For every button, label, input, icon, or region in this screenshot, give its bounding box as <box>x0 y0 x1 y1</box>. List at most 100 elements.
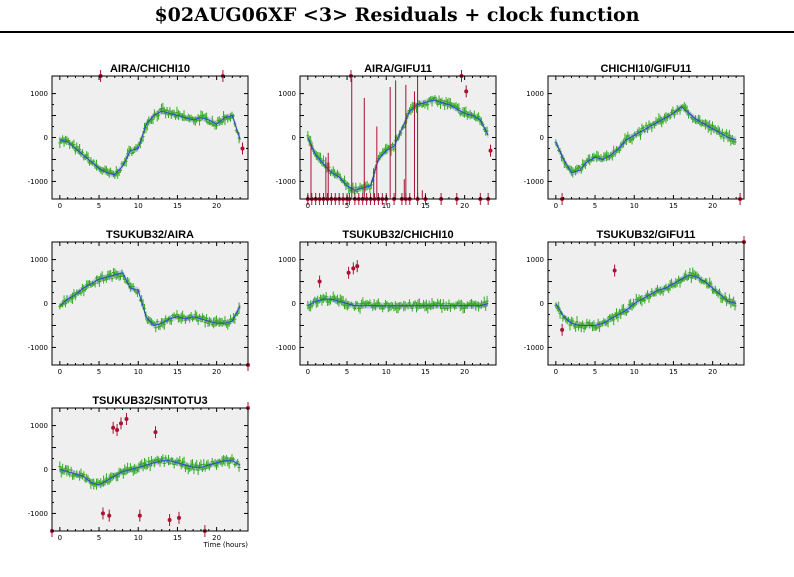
x-tick-label: 5 <box>345 368 349 376</box>
title-divider <box>0 31 794 33</box>
page-title: $02AUG06XF <3> Residuals + clock functio… <box>154 4 640 26</box>
x-tick-label: 15 <box>669 368 678 376</box>
chart-title: TSUKUB32/SINTOTU3 <box>92 395 207 407</box>
clock-model-line <box>59 110 241 176</box>
x-tick-label: 5 <box>97 534 101 542</box>
x-tick-label: 20 <box>212 534 221 542</box>
chart-title: TSUKUB32/CHICHI10 <box>342 229 453 241</box>
x-tick-label: 20 <box>460 368 469 376</box>
chart-title: CHICHI10/GIFU11 <box>600 63 691 75</box>
clock-model-line <box>59 460 241 486</box>
flagged-point <box>317 279 322 284</box>
y-tick-label: 1000 <box>526 256 544 264</box>
x-tick-label: 10 <box>382 368 391 376</box>
flagged-point <box>488 148 493 153</box>
flagged-point <box>351 266 356 271</box>
x-tick-label: 10 <box>630 368 639 376</box>
y-tick-label: 0 <box>44 300 48 308</box>
flagged-point <box>560 327 565 332</box>
chart-panel: AIRA/CHICHI10 -1000 0 1000 0 5 10 15 20 <box>28 63 249 210</box>
x-tick-label: 10 <box>630 202 639 210</box>
y-tick-label: -1000 <box>276 178 296 186</box>
x-tick-label: 20 <box>212 368 221 376</box>
flagged-point <box>240 146 245 151</box>
chart-panel: TSUKUB32/GIFU11 -1000 0 1000 0 5 10 15 20 <box>524 229 746 376</box>
flagged-point <box>118 421 123 426</box>
x-tick-label: 10 <box>134 368 143 376</box>
chart-panel: AIRA/GIFU11 -1000 0 1000 0 5 10 15 20 <box>276 63 497 210</box>
chart-title: AIRA/CHICHI10 <box>110 63 190 75</box>
y-tick-label: 1000 <box>30 256 48 264</box>
flagged-point <box>355 264 360 269</box>
y-tick-label: -1000 <box>28 344 48 352</box>
chart-panel: TSUKUB32/AIRA -1000 0 1000 0 5 10 15 20 <box>28 229 250 376</box>
y-tick-label: -1000 <box>524 344 544 352</box>
chart-title: AIRA/GIFU11 <box>364 63 432 75</box>
flagged-point <box>464 89 469 94</box>
y-tick-label: 0 <box>292 134 296 142</box>
x-tick-label: 0 <box>58 202 62 210</box>
flagged-point <box>111 425 116 430</box>
x-tick-label: 5 <box>345 202 349 210</box>
y-tick-label: 0 <box>540 300 544 308</box>
x-axis-label: Time (hours) <box>203 541 249 549</box>
clock-model-line <box>555 106 737 174</box>
chart-panel: TSUKUB32/CHICHI10 -1000 0 1000 0 5 10 15 20 <box>276 229 497 376</box>
y-tick-label: -1000 <box>524 178 544 186</box>
flagged-point <box>346 270 351 275</box>
flagged-point <box>167 518 172 523</box>
flagged-point <box>100 511 105 516</box>
x-tick-label: 20 <box>460 202 469 210</box>
plot-area <box>548 242 744 365</box>
y-tick-label: 1000 <box>278 256 296 264</box>
y-tick-label: 1000 <box>278 90 296 98</box>
x-tick-label: 5 <box>97 202 101 210</box>
y-tick-label: 1000 <box>30 90 48 98</box>
clock-model-line <box>307 298 489 307</box>
x-tick-label: 0 <box>58 368 62 376</box>
y-tick-label: -1000 <box>28 178 48 186</box>
x-tick-label: 10 <box>134 202 143 210</box>
x-tick-label: 10 <box>134 534 143 542</box>
x-tick-label: 5 <box>593 202 597 210</box>
clock-model-line <box>59 272 241 327</box>
y-tick-label: -1000 <box>28 510 48 518</box>
flagged-point <box>124 416 129 421</box>
flagged-point <box>137 513 142 518</box>
plot-area <box>548 76 744 199</box>
plot-area <box>52 76 248 199</box>
x-tick-label: 0 <box>554 368 558 376</box>
chart-title: TSUKUB32/AIRA <box>106 229 194 241</box>
x-tick-label: 10 <box>382 202 391 210</box>
y-tick-label: 0 <box>44 134 48 142</box>
flagged-point <box>115 427 120 432</box>
x-tick-label: 0 <box>306 368 310 376</box>
y-tick-label: 0 <box>292 300 296 308</box>
x-tick-label: 20 <box>212 202 221 210</box>
x-tick-label: 5 <box>97 368 101 376</box>
flagged-point <box>153 430 158 435</box>
x-tick-label: 15 <box>173 368 182 376</box>
x-tick-label: 20 <box>708 202 717 210</box>
x-tick-label: 0 <box>554 202 558 210</box>
flagged-point <box>107 513 112 518</box>
y-tick-label: 0 <box>540 134 544 142</box>
x-tick-label: 15 <box>421 202 430 210</box>
x-tick-label: 5 <box>593 368 597 376</box>
x-tick-label: 15 <box>669 202 678 210</box>
flagged-point <box>612 268 617 273</box>
x-tick-label: 15 <box>173 534 182 542</box>
y-tick-label: -1000 <box>276 344 296 352</box>
clock-model-line <box>555 274 737 326</box>
y-tick-label: 0 <box>44 466 48 474</box>
flagged-point <box>177 515 182 520</box>
x-tick-label: 15 <box>173 202 182 210</box>
x-tick-label: 20 <box>708 368 717 376</box>
y-tick-label: 1000 <box>30 422 48 430</box>
x-tick-label: 0 <box>58 534 62 542</box>
clock-model-line <box>307 99 489 191</box>
x-tick-label: 0 <box>306 202 310 210</box>
plot-area <box>52 242 248 365</box>
chart-panel: TSUKUB32/SINTOTU3 -1000 0 1000 0 5 10 15 20Time … <box>28 395 250 549</box>
y-tick-label: 1000 <box>526 90 544 98</box>
